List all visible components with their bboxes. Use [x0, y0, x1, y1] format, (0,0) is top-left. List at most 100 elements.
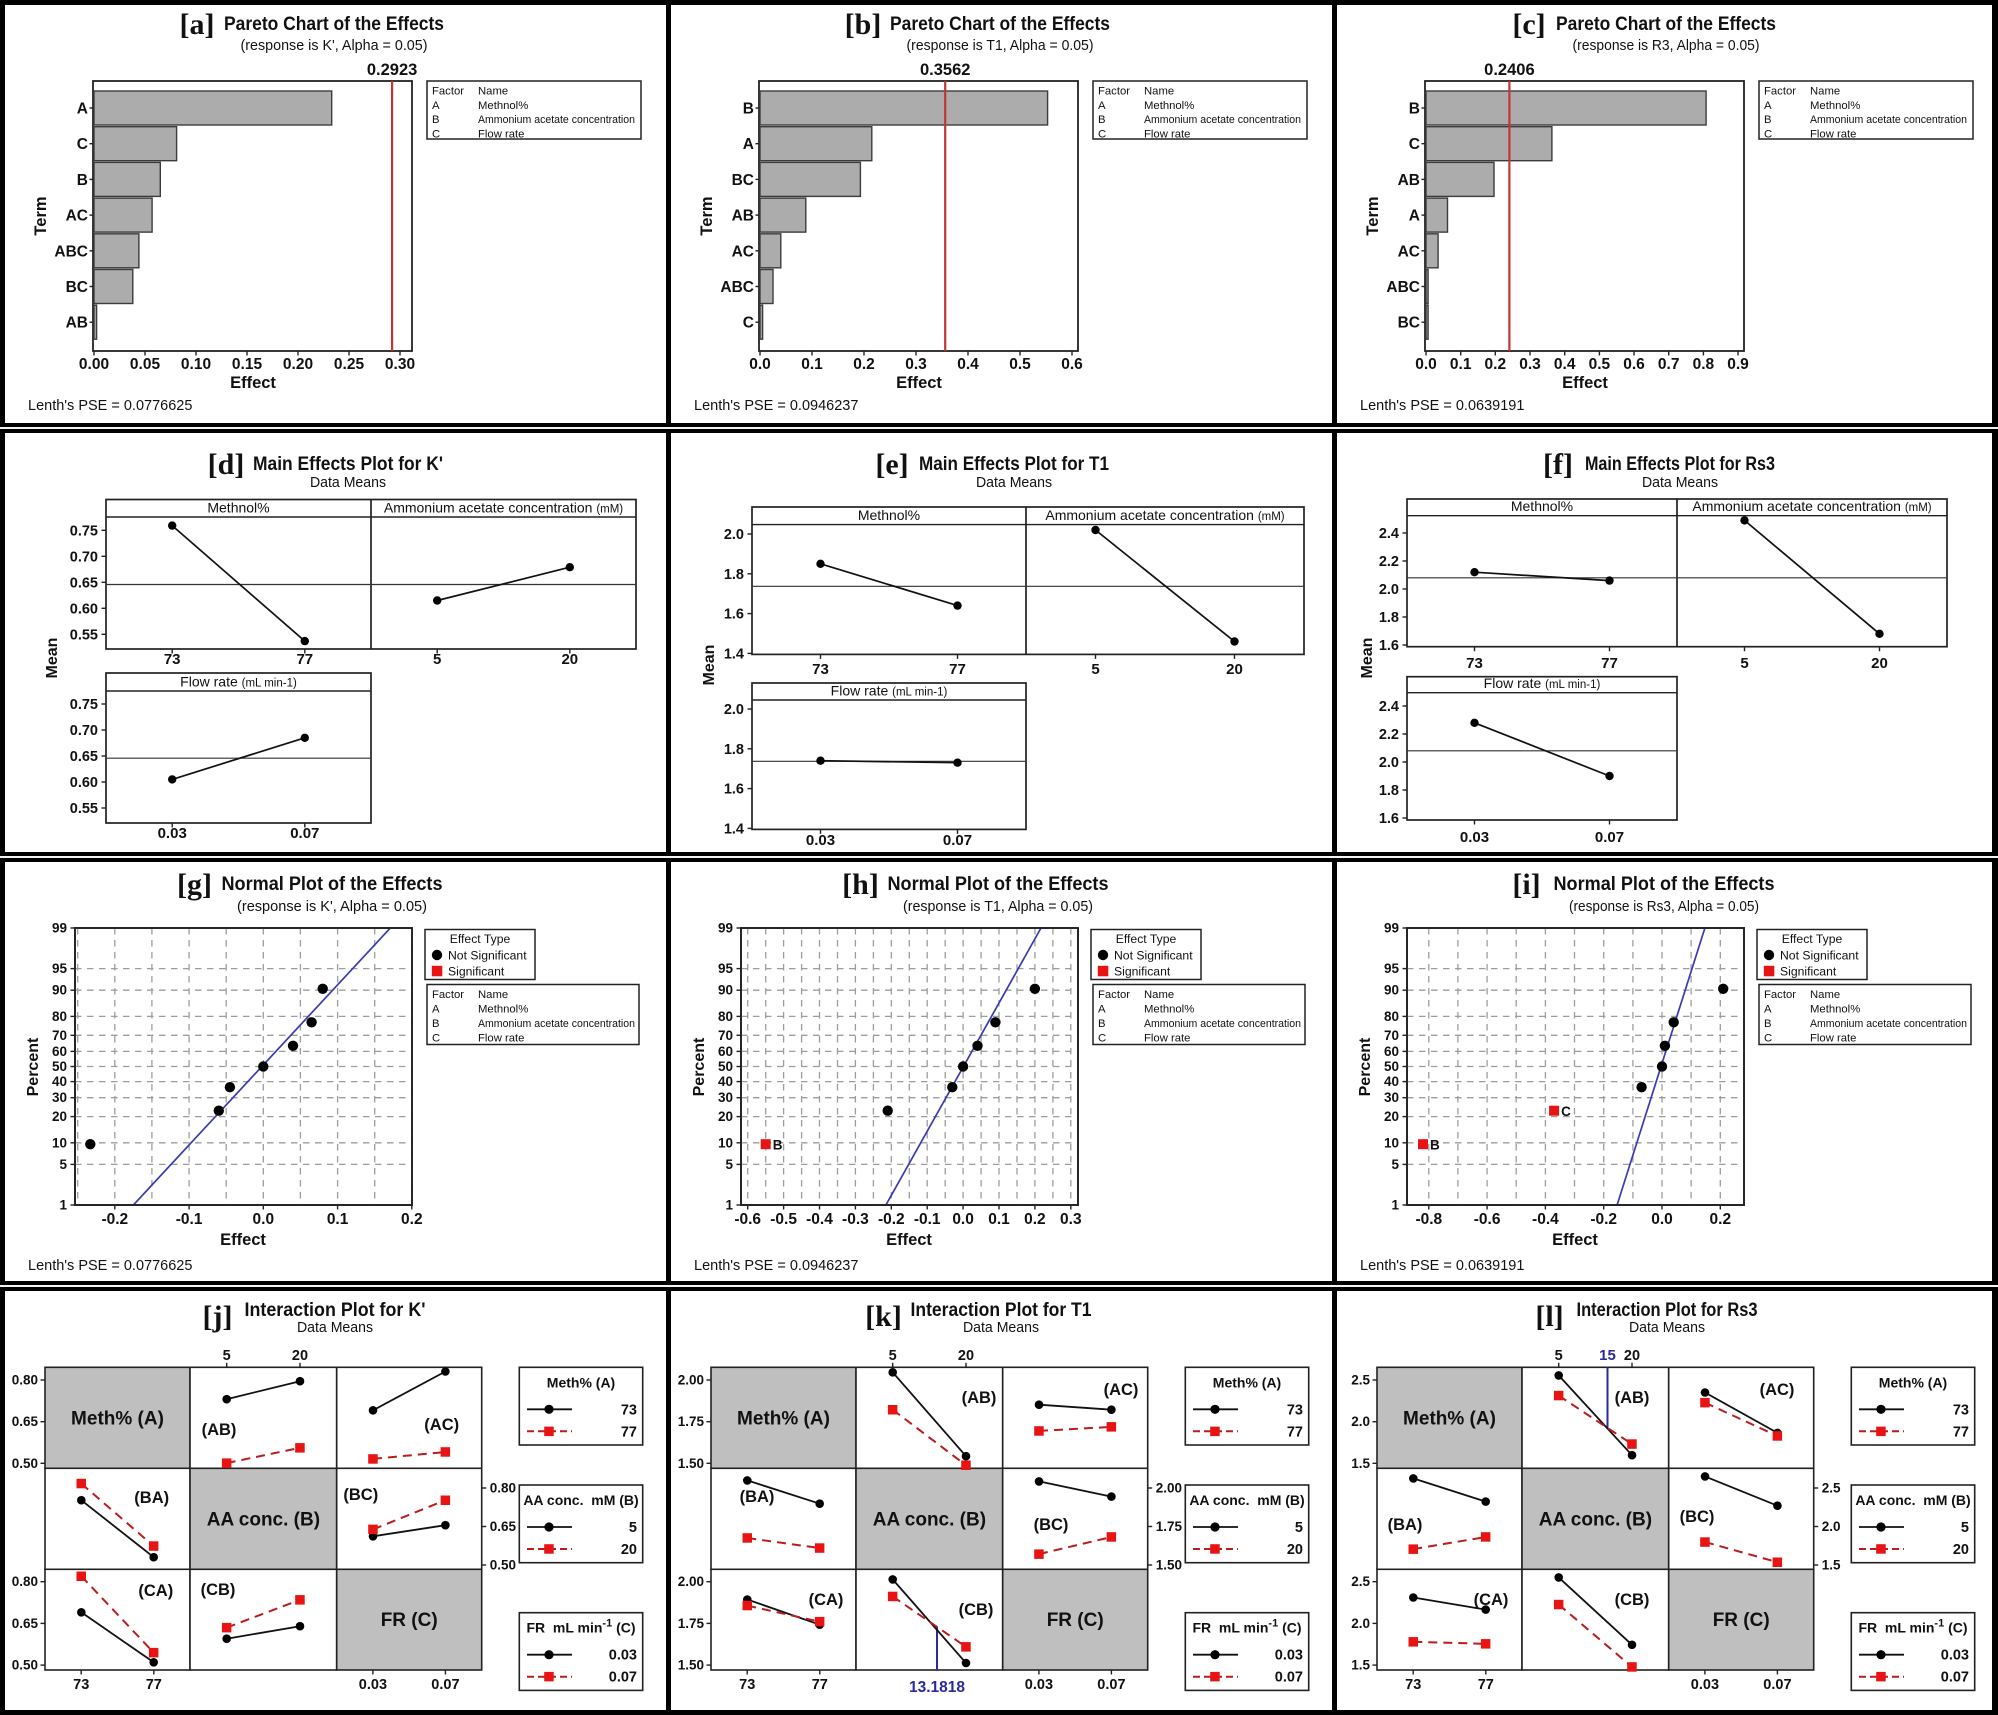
- svg-text:Name: Name: [478, 989, 508, 1001]
- svg-text:73: 73: [739, 1677, 755, 1693]
- svg-text:0.05: 0.05: [130, 356, 161, 373]
- svg-text:1.8: 1.8: [724, 742, 744, 758]
- svg-text:Factor: Factor: [1764, 86, 1796, 98]
- svg-text:20: 20: [1871, 655, 1888, 672]
- svg-text:50: 50: [52, 1059, 67, 1074]
- svg-text:B: B: [743, 101, 754, 118]
- svg-text:-0.2: -0.2: [101, 1211, 128, 1228]
- svg-text:20: 20: [1384, 1109, 1399, 1124]
- svg-text:Flow rate (mL min-1): Flow rate (mL min-1): [831, 683, 948, 699]
- svg-text:(response is T1, Alpha = 0.05): (response is T1, Alpha = 0.05): [903, 898, 1093, 915]
- svg-text:0.03: 0.03: [1460, 829, 1489, 846]
- svg-text:0.07: 0.07: [1097, 1677, 1125, 1693]
- svg-text:1.8: 1.8: [1379, 610, 1399, 626]
- svg-text:-0.6: -0.6: [1474, 1211, 1501, 1228]
- svg-text:0.2: 0.2: [1024, 1211, 1046, 1228]
- svg-text:(BC): (BC): [343, 1486, 378, 1504]
- svg-text:73: 73: [1287, 1402, 1303, 1418]
- svg-text:10: 10: [718, 1135, 733, 1150]
- svg-text:0.2: 0.2: [853, 356, 875, 373]
- svg-text:77: 77: [949, 661, 966, 678]
- svg-text:80: 80: [718, 1009, 733, 1024]
- svg-text:Lenth's PSE = 0.0639191: Lenth's PSE = 0.0639191: [1360, 1258, 1524, 1274]
- svg-text:Pareto Chart of the Effects: Pareto Chart of the Effects: [224, 14, 444, 35]
- svg-text:5: 5: [223, 1348, 231, 1364]
- svg-text:A: A: [1098, 1004, 1106, 1016]
- svg-text:[j]: [j]: [203, 1300, 233, 1333]
- svg-text:2.00: 2.00: [678, 1574, 704, 1589]
- svg-text:(BC): (BC): [1034, 1516, 1069, 1534]
- svg-text:BC: BC: [732, 172, 754, 189]
- svg-text:73: 73: [812, 661, 829, 678]
- svg-text:0.03: 0.03: [609, 1648, 637, 1664]
- svg-text:2.5: 2.5: [1822, 1481, 1841, 1496]
- svg-text:73: 73: [1466, 655, 1483, 672]
- svg-text:73: 73: [1405, 1677, 1421, 1693]
- svg-text:0.03: 0.03: [359, 1677, 387, 1693]
- svg-text:77: 77: [621, 1424, 637, 1440]
- svg-text:ABC: ABC: [54, 243, 88, 260]
- svg-text:-0.5: -0.5: [770, 1211, 797, 1228]
- svg-text:95: 95: [718, 961, 734, 976]
- svg-text:0.4: 0.4: [957, 356, 979, 373]
- svg-text:0.1: 0.1: [988, 1211, 1010, 1228]
- svg-text:[i]: [i]: [1512, 868, 1540, 901]
- svg-text:77: 77: [296, 651, 313, 668]
- svg-text:Ammonium acetate concentration: Ammonium acetate concentration (mM): [384, 500, 623, 516]
- svg-text:0.60: 0.60: [70, 775, 98, 791]
- svg-text:0.75: 0.75: [70, 697, 98, 713]
- svg-text:0.2: 0.2: [401, 1211, 423, 1228]
- svg-text:1.50: 1.50: [678, 1658, 704, 1673]
- svg-text:Normal Plot of the Effects: Normal Plot of the Effects: [222, 874, 443, 895]
- svg-text:(BA): (BA): [740, 1488, 775, 1506]
- svg-text:Significant: Significant: [448, 965, 505, 979]
- svg-text:20: 20: [1287, 1542, 1303, 1558]
- svg-text:AC: AC: [1398, 243, 1420, 260]
- svg-text:77: 77: [1601, 655, 1618, 672]
- svg-text:1: 1: [59, 1198, 67, 1213]
- svg-text:0.50: 0.50: [12, 1658, 38, 1673]
- svg-text:0.6: 0.6: [1623, 356, 1645, 373]
- svg-text:Methnol%: Methnol%: [1511, 498, 1573, 514]
- svg-text:0.3: 0.3: [905, 356, 927, 373]
- svg-text:B: B: [1409, 101, 1420, 118]
- svg-text:0.2406: 0.2406: [1484, 61, 1534, 79]
- svg-text:Data Means: Data Means: [1642, 474, 1718, 491]
- svg-text:Methnol%: Methnol%: [1810, 100, 1860, 112]
- svg-text:(response is Rs3, Alpha = 0.05: (response is Rs3, Alpha = 0.05): [1569, 898, 1759, 915]
- svg-text:Ammonium acetate concentration: Ammonium acetate concentration: [1810, 114, 1967, 126]
- svg-text:0.07: 0.07: [943, 832, 972, 849]
- svg-text:0.03: 0.03: [1275, 1648, 1303, 1664]
- svg-text:1.50: 1.50: [1156, 1558, 1182, 1573]
- svg-text:20: 20: [1953, 1542, 1969, 1558]
- svg-text:1.50: 1.50: [678, 1456, 704, 1471]
- svg-text:Methnol%: Methnol%: [858, 507, 920, 523]
- svg-text:0.75: 0.75: [70, 523, 98, 539]
- svg-text:A: A: [432, 1004, 440, 1016]
- svg-text:FR mL min-1 (C): FR mL min-1 (C): [1858, 1618, 1967, 1636]
- svg-text:B: B: [773, 1138, 783, 1153]
- svg-text:C: C: [743, 315, 754, 332]
- svg-text:0.50: 0.50: [490, 1558, 516, 1573]
- svg-text:Factor: Factor: [1098, 989, 1130, 1001]
- svg-text:1.5: 1.5: [1822, 1558, 1841, 1573]
- svg-text:Meth% (A): Meth% (A): [71, 1408, 164, 1429]
- svg-text:FR (C): FR (C): [381, 1610, 438, 1631]
- svg-text:10: 10: [1384, 1135, 1399, 1150]
- svg-text:AC: AC: [732, 243, 754, 260]
- svg-text:Ammonium acetate concentration: Ammonium acetate concentration: [1144, 1018, 1301, 1030]
- svg-text:1.6: 1.6: [724, 607, 744, 623]
- svg-text:Methnol%: Methnol%: [1144, 100, 1194, 112]
- svg-text:ABC: ABC: [720, 279, 754, 296]
- svg-text:77: 77: [146, 1677, 162, 1693]
- svg-text:-0.1: -0.1: [914, 1211, 941, 1228]
- svg-text:1.6: 1.6: [1379, 638, 1399, 654]
- svg-text:Term: Term: [32, 196, 50, 235]
- svg-text:Significant: Significant: [1780, 965, 1837, 979]
- svg-text:Factor: Factor: [432, 989, 464, 1001]
- svg-text:Effect Type: Effect Type: [1782, 932, 1843, 946]
- svg-text:80: 80: [1384, 1009, 1399, 1024]
- svg-text:Not Significant: Not Significant: [448, 949, 527, 963]
- svg-text:0.4: 0.4: [1554, 356, 1576, 373]
- svg-text:2.0: 2.0: [1379, 755, 1399, 771]
